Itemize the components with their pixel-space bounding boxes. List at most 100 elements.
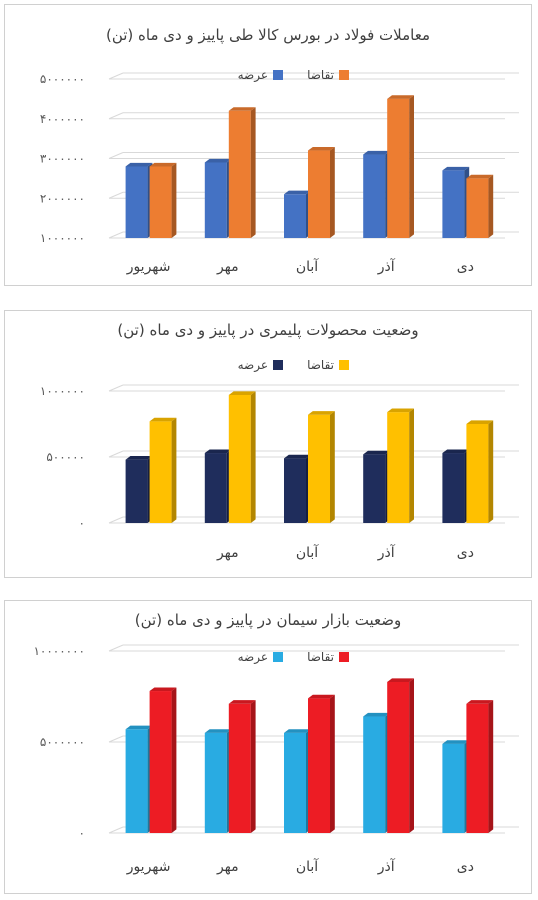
bar	[363, 716, 386, 833]
bar-top	[442, 166, 470, 171]
bar	[308, 698, 330, 833]
bar	[284, 732, 306, 833]
cement-chart-panel: وضعیت بازار سیمان در پاییز و دی ماه (تن)…	[4, 600, 532, 894]
bar	[308, 150, 330, 238]
legend-swatch	[339, 70, 349, 80]
y-tick-label: ۱۰۰۰۰۰۰۰	[33, 644, 85, 658]
bar-top	[125, 725, 153, 730]
bar	[204, 162, 227, 238]
bar	[204, 732, 227, 833]
bar	[466, 703, 489, 833]
bar-top	[149, 687, 177, 692]
bar-top	[363, 150, 390, 155]
category-label: مهر	[216, 545, 239, 561]
category-label: شهریور	[126, 259, 171, 275]
category-label: آبان	[296, 258, 319, 275]
category-label: آذر	[377, 258, 396, 275]
bar-top	[466, 420, 494, 424]
bar-side	[409, 678, 414, 833]
bar-top	[125, 456, 153, 460]
y-tick-label: ۱۰۰۰۰۰۰	[40, 231, 85, 245]
legend-swatch	[273, 360, 283, 370]
category-label: شهریور	[126, 859, 171, 875]
bar-side	[171, 687, 177, 833]
bar-top	[466, 174, 494, 179]
bar-top	[204, 158, 232, 163]
y-tick-label: ۵۰۰۰۰۰۰	[40, 735, 85, 749]
legend-swatch	[339, 652, 349, 662]
chart-title: وضعیت بازار سیمان در پاییز و دی ماه (تن)	[135, 611, 401, 630]
y-tick-label: ۰	[79, 516, 85, 530]
bar-side	[330, 694, 335, 833]
cement-chart: وضعیت بازار سیمان در پاییز و دی ماه (تن)…	[33, 611, 519, 875]
bar-side	[409, 408, 414, 523]
bar-top	[308, 411, 335, 415]
bar-top	[228, 700, 256, 704]
category-label: مهر	[216, 259, 239, 275]
gridline-depth	[108, 384, 124, 392]
bar-top	[149, 417, 177, 422]
gridline-depth	[108, 450, 124, 458]
bar-side	[171, 417, 177, 523]
legend: عرضه تقاضا	[238, 68, 349, 83]
bar	[125, 459, 148, 523]
bar	[149, 166, 172, 238]
y-tick-label: ۵۰۰۰۰۰	[46, 450, 85, 464]
bar	[125, 166, 148, 238]
category-label: آذر	[377, 858, 396, 875]
bar-top	[204, 449, 232, 454]
bar-side	[250, 700, 256, 833]
bar-top	[442, 740, 470, 744]
bar-top	[284, 454, 311, 459]
category-label: دی	[457, 259, 474, 275]
bar	[466, 424, 489, 523]
gridline-depth	[108, 644, 124, 652]
bar-top	[125, 162, 153, 167]
bar-top	[284, 190, 311, 195]
bar-side	[488, 174, 494, 238]
bar-top	[387, 408, 414, 413]
bar	[363, 454, 386, 523]
bar-side	[330, 146, 335, 238]
legend-label: عرضه	[238, 68, 268, 83]
category-label: دی	[457, 545, 474, 561]
bar-top	[228, 391, 256, 395]
steel-chart: معاملات فولاد در بورس کالا طی پاییز و دی…	[40, 26, 519, 275]
gridline-depth	[108, 735, 124, 743]
bar	[387, 98, 410, 238]
bar	[387, 681, 410, 833]
bar-top	[308, 694, 335, 699]
legend-label: تقاضا	[307, 68, 334, 82]
bar	[228, 394, 251, 523]
bar-top	[363, 450, 390, 455]
y-tick-label: ۲۰۰۰۰۰۰	[40, 191, 85, 205]
bar-side	[409, 95, 414, 239]
bar	[284, 194, 306, 238]
bar	[363, 154, 386, 238]
bar	[228, 110, 251, 238]
bar-top	[442, 449, 470, 454]
polymer-chart: وضعیت محصولات پلیمری در پاییز و دی ماه (…	[40, 321, 519, 561]
bar-side	[171, 162, 177, 238]
y-tick-label: ۳۰۰۰۰۰۰	[40, 152, 85, 166]
legend-swatch	[273, 652, 283, 662]
bar	[149, 691, 172, 833]
bar	[284, 458, 306, 523]
legend-label: تقاضا	[307, 650, 334, 664]
bar-top	[387, 678, 414, 682]
bar	[308, 414, 330, 523]
category-label: آبان	[296, 544, 319, 561]
chart-title: وضعیت محصولات پلیمری در پاییز و دی ماه (…	[117, 321, 418, 340]
bar-side	[250, 107, 256, 238]
legend: عرضه تقاضا	[238, 650, 349, 665]
bar	[442, 743, 465, 833]
bar-side	[330, 411, 335, 523]
chart-title: معاملات فولاد در بورس کالا طی پاییز و دی…	[106, 26, 430, 45]
polymer-chart-panel: وضعیت محصولات پلیمری در پاییز و دی ماه (…	[4, 310, 532, 578]
gridline-depth	[108, 112, 124, 120]
legend-label: تقاضا	[307, 358, 334, 372]
steel-chart-panel: معاملات فولاد در بورس کالا طی پاییز و دی…	[4, 4, 532, 286]
bar	[125, 729, 148, 833]
bar	[442, 170, 465, 238]
bar-top	[149, 162, 177, 167]
